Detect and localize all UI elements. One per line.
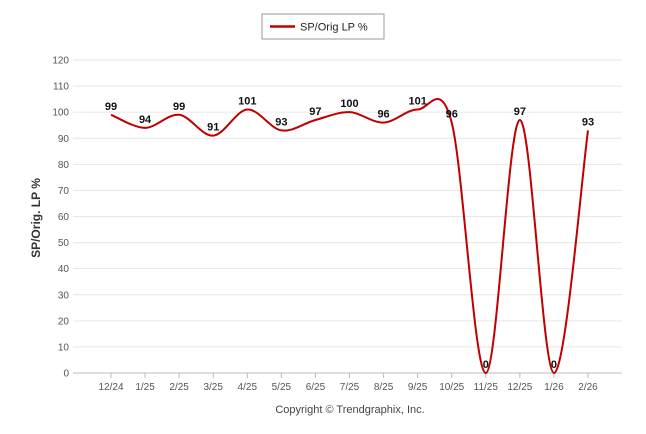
y-tick-label: 30 (58, 290, 70, 301)
data-label: 0 (551, 359, 557, 371)
copyright-text: Copyright © Trendgraphix, Inc. (275, 404, 424, 416)
y-tick-label: 90 (58, 134, 70, 145)
y-tick-label: 110 (53, 82, 69, 93)
x-tick-label: 7/25 (340, 382, 360, 393)
legend: SP/Orig LP % (261, 13, 385, 40)
y-tick-label: 70 (58, 186, 70, 197)
data-label: 96 (377, 109, 389, 121)
x-tick-label: 5/25 (272, 382, 292, 393)
data-label: 101 (238, 96, 256, 108)
y-tick-label: 10 (58, 342, 70, 353)
y-axis-ticks: 0 10 20 30 40 50 60 70 80 90 100 110 120 (52, 56, 69, 380)
series-line (110, 98, 589, 375)
x-tick-label: 11/25 (474, 382, 499, 393)
x-tick-label: 9/25 (408, 382, 428, 393)
y-axis-label: SP/Orig. LP % (29, 178, 43, 258)
y-tick-label: 0 (63, 369, 69, 380)
data-label: 96 (446, 109, 458, 121)
legend-label: SP/Orig LP % (300, 22, 368, 34)
y-tick-label: 120 (52, 56, 69, 67)
y-tick-label: 20 (58, 316, 70, 327)
data-label: 93 (275, 116, 287, 128)
x-tick-label: 6/25 (306, 382, 326, 393)
data-label: 99 (105, 101, 117, 113)
data-label: 101 (408, 96, 426, 108)
data-label: 93 (582, 116, 594, 128)
data-label: 97 (514, 106, 526, 118)
y-tick-label: 80 (58, 160, 70, 171)
x-axis-ticks: 12/24 1/25 2/25 3/25 4/25 5/25 6/25 7/25 8/25 9/2… (98, 373, 598, 393)
x-tick-label: 1/26 (544, 382, 564, 393)
x-tick-label: 4/25 (238, 382, 258, 393)
y-tick-label: 50 (58, 238, 70, 249)
y-tick-label: 60 (58, 212, 70, 223)
x-tick-label: 1/25 (135, 382, 155, 393)
x-tick-label: 10/25 (439, 382, 464, 393)
data-label: 0 (483, 359, 489, 371)
data-label: 94 (139, 114, 152, 126)
data-labels: 99 94 99 91 101 93 97 100 96 101 96 0 97 0 93 (105, 96, 594, 371)
y-tick-label: 40 (58, 264, 70, 275)
data-label: 97 (309, 106, 321, 118)
x-tick-label: 12/24 (98, 382, 123, 393)
data-label: 100 (340, 98, 358, 110)
y-tick-label: 100 (52, 108, 69, 119)
x-tick-label: 12/25 (507, 382, 532, 393)
data-label: 91 (207, 122, 219, 134)
x-tick-label: 2/25 (169, 382, 189, 393)
x-tick-label: 8/25 (374, 382, 394, 393)
gridlines (73, 59, 622, 374)
x-tick-label: 2/26 (578, 382, 598, 393)
data-label: 99 (173, 101, 185, 113)
x-tick-label: 3/25 (203, 382, 223, 393)
